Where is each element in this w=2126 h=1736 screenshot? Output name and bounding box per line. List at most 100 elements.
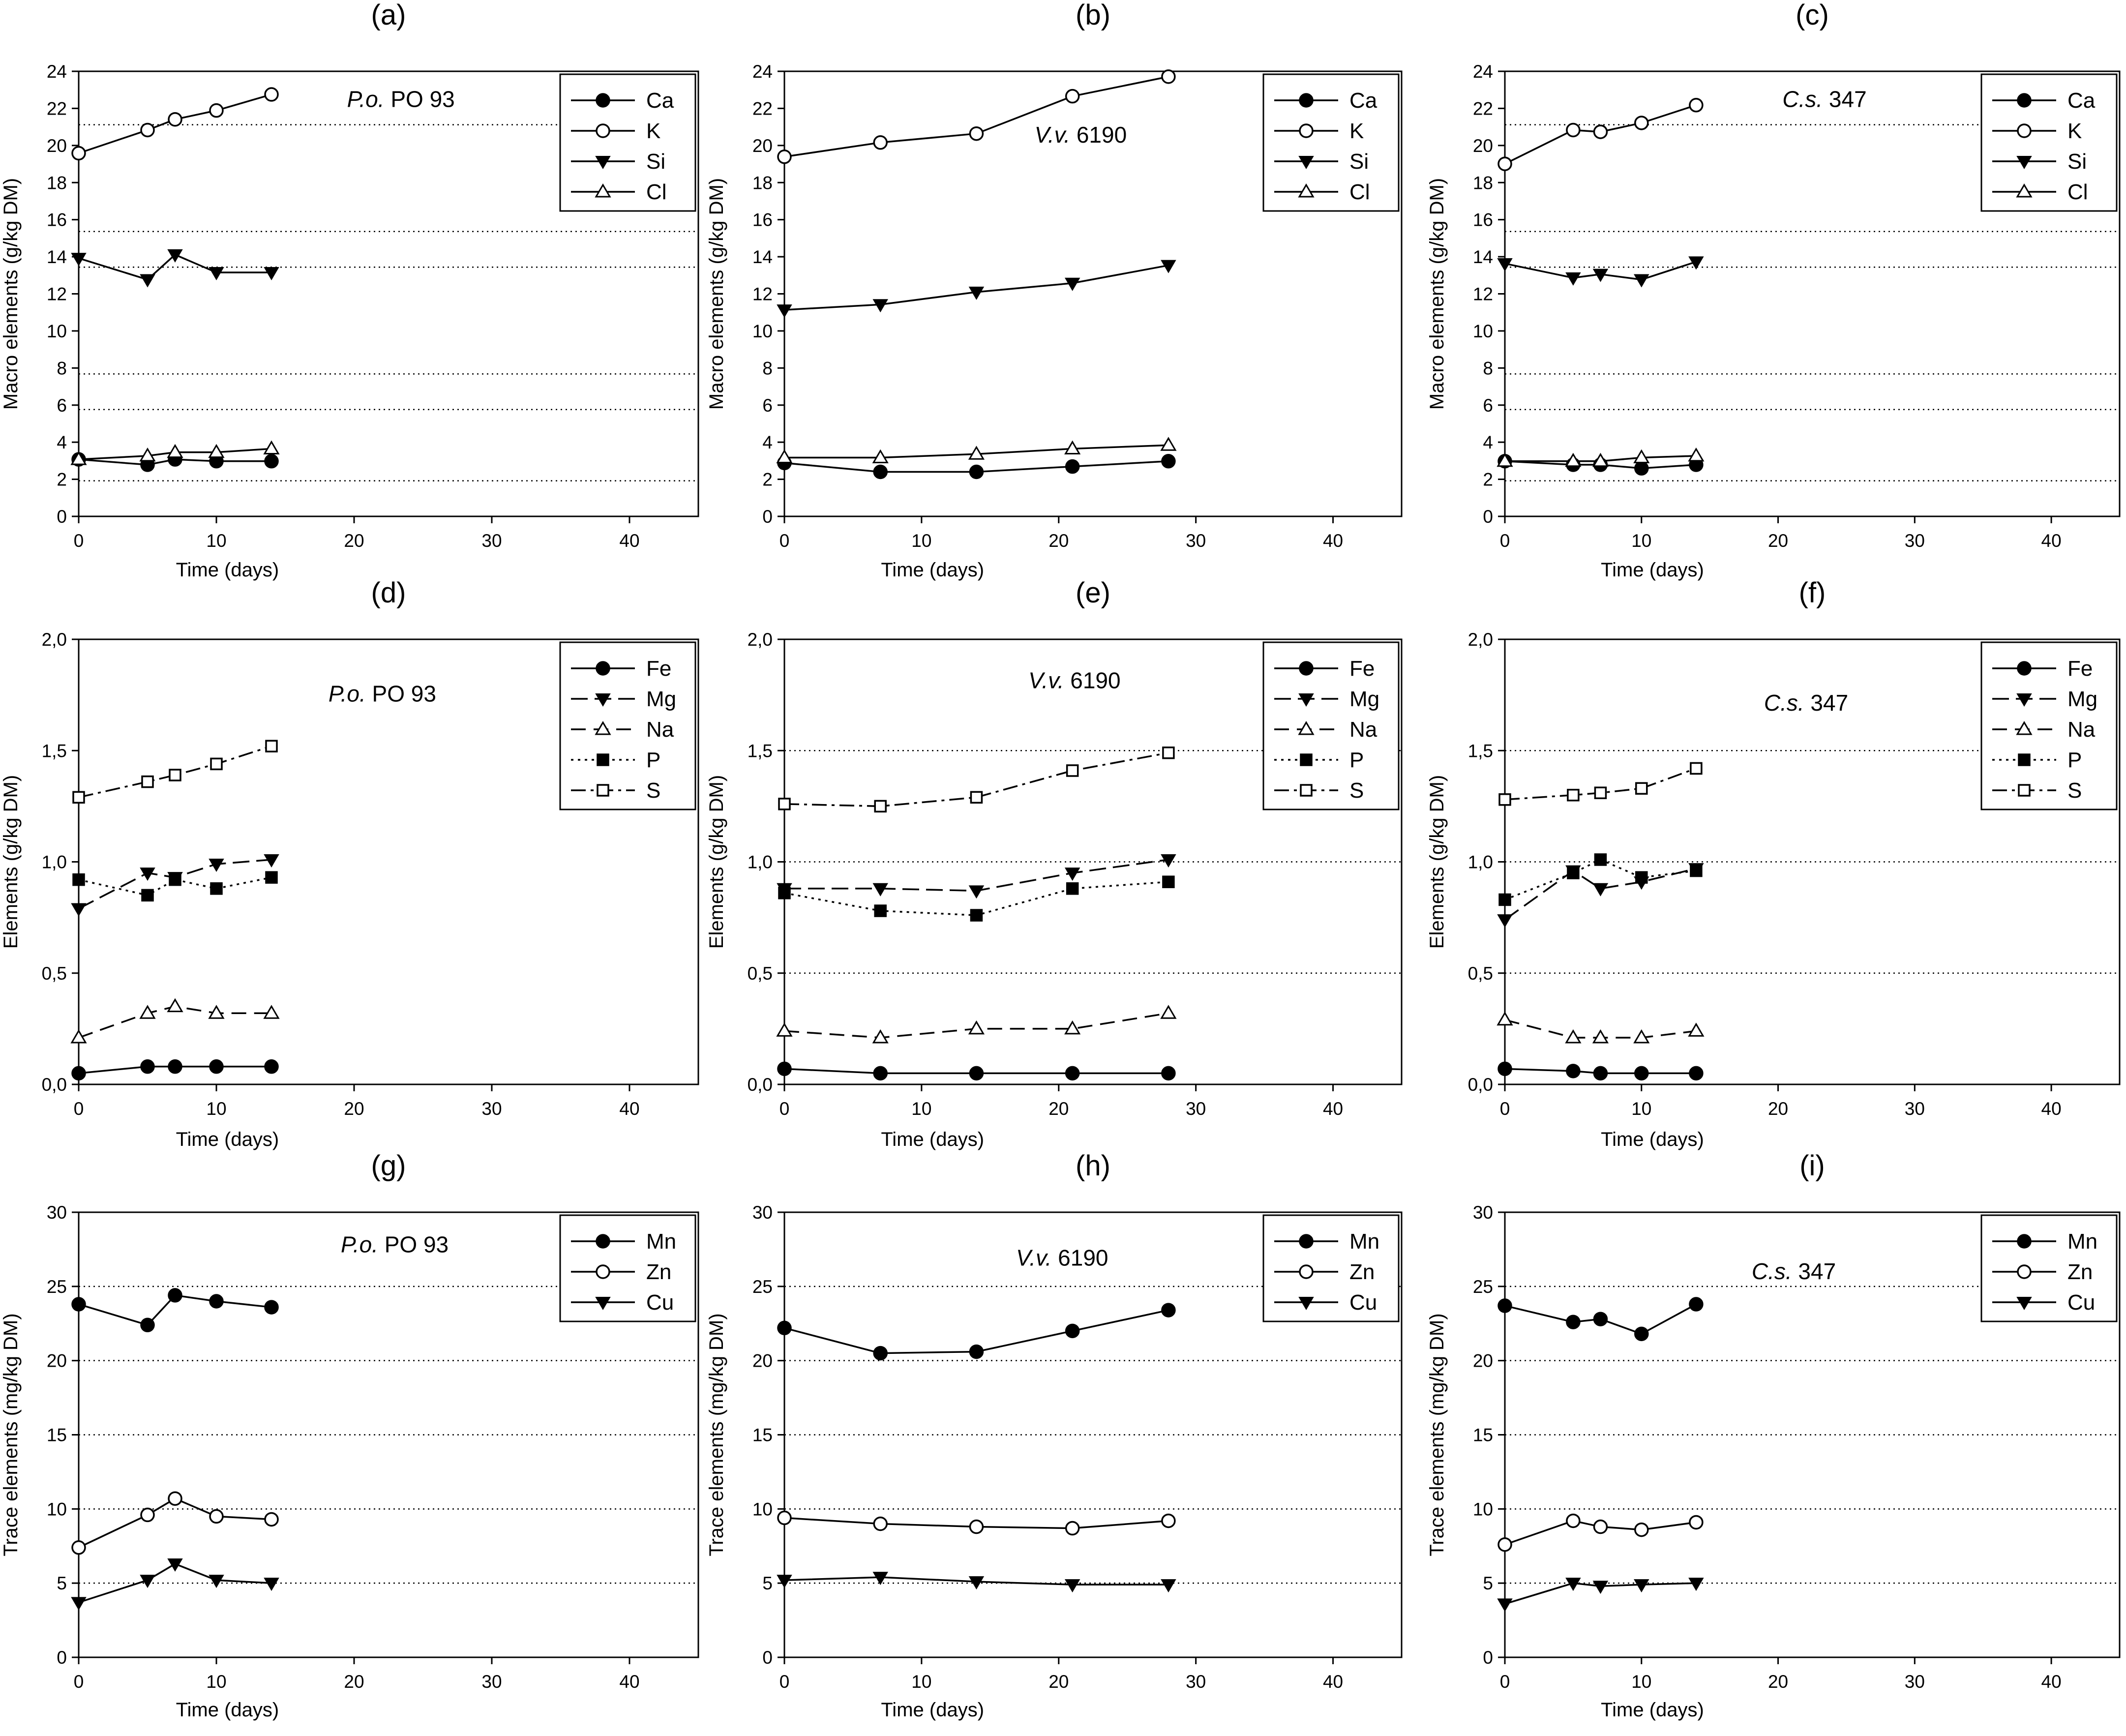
data-point-Cl (70, 451, 87, 465)
y-tick-label: 6 (762, 395, 773, 416)
data-point-Zn (1497, 1537, 1512, 1552)
x-tick-label: 40 (619, 531, 639, 551)
species-label-strain: 347 (1823, 86, 1867, 112)
legend-marker-K (596, 123, 610, 138)
legend-marker-K (1299, 123, 1314, 138)
species-label: V.v. 6190 (1035, 122, 1127, 148)
y-tick-label: 12 (752, 284, 773, 304)
data-point-Si (1497, 258, 1513, 271)
species-label-genus: C.s. (1764, 690, 1804, 716)
y-tick-label: 5 (762, 1573, 773, 1593)
legend-marker-Si (1298, 156, 1314, 169)
panel-title: (b) (1076, 0, 1110, 31)
series-line-Zn (78, 1497, 272, 1549)
data-point-Si (1565, 272, 1581, 286)
data-point-Fe (1497, 1061, 1512, 1077)
x-tick-label: 0 (74, 1672, 84, 1692)
legend-label-Mg: Mg (1349, 687, 1379, 711)
data-point-Cl (1497, 452, 1513, 467)
data-point-K (969, 126, 984, 141)
y-tick-label: 10 (752, 1499, 773, 1519)
data-point-Na (263, 1005, 280, 1019)
data-point-Cu (1064, 1579, 1080, 1593)
legend-marker-Cl (2016, 183, 2033, 198)
x-tick-label: 10 (206, 531, 226, 551)
data-point-P (778, 887, 791, 899)
y-tick-label: 16 (47, 210, 67, 230)
panel-f: (f) 0,0 0,5 1,0 1,5 2,0 0 10 20 30 40 Time (days) El… (1426, 577, 2121, 1150)
data-point-Na (1064, 1020, 1081, 1035)
y-tick-label: 10 (752, 321, 773, 341)
data-point-Cl (1592, 452, 1609, 467)
legend-box (1980, 641, 2118, 810)
legend-marker-Fe (596, 661, 610, 676)
x-axis-label: Time (days) (1601, 1699, 1704, 1721)
x-tick-label: 20 (1768, 531, 1788, 551)
y-tick-label: 14 (752, 247, 773, 267)
species-label-genus: V.v. (1028, 668, 1064, 693)
legend-marker-P (2018, 753, 2031, 766)
data-point-Cl (872, 449, 889, 464)
data-point-S (1162, 747, 1175, 759)
x-tick-label: 10 (1631, 531, 1651, 551)
species-label: V.v. 6190 (1016, 1245, 1108, 1271)
data-point-K (264, 87, 279, 102)
legend-label-Fe: Fe (646, 657, 671, 681)
data-point-Si (777, 304, 792, 318)
y-axis-label: Elements (g/kg DM) (706, 775, 727, 949)
data-point-Zn (873, 1516, 888, 1531)
data-point-Zn (1593, 1519, 1608, 1534)
x-axis-label: Time (days) (176, 1699, 279, 1721)
x-tick-label: 40 (2041, 1672, 2062, 1692)
data-point-P (1567, 867, 1580, 879)
legend-marker-Zn (596, 1264, 610, 1279)
panel-title: (e) (1076, 577, 1110, 609)
x-tick-label: 20 (344, 1672, 364, 1692)
data-point-Ca (264, 454, 279, 469)
x-tick-label: 20 (1048, 531, 1069, 551)
legend-label-Zn: Zn (646, 1260, 671, 1284)
x-axis-label: Time (days) (881, 1699, 984, 1721)
data-point-Mn (71, 1297, 86, 1312)
data-point-P (210, 882, 223, 895)
x-tick-label: 40 (1323, 1672, 1343, 1692)
data-point-Ca (969, 464, 984, 479)
y-tick-label: 20 (1473, 1351, 1493, 1371)
species-label-genus: C.s. (1752, 1258, 1792, 1284)
data-point-K (168, 112, 182, 127)
x-tick-label: 0 (1500, 1672, 1510, 1692)
y-tick-label: 6 (57, 395, 67, 416)
data-point-Fe (168, 1059, 182, 1074)
legend-label-Zn: Zn (1349, 1260, 1375, 1284)
legend-label-Cl: Cl (646, 180, 667, 204)
x-tick-label: 10 (1631, 1672, 1651, 1692)
data-point-Ca (1065, 459, 1080, 474)
y-tick-label: 0,5 (748, 963, 773, 984)
legend-box (1262, 641, 1400, 810)
data-point-Mn (873, 1346, 888, 1361)
species-label-genus: P.o. (329, 681, 366, 707)
panel-title: (c) (1796, 0, 1829, 31)
y-tick-label: 14 (1473, 247, 1493, 267)
data-point-Na (70, 1029, 87, 1044)
legend-marker-Cu (2016, 1297, 2032, 1310)
y-tick-label: 30 (47, 1202, 67, 1223)
y-tick-label: 0 (1483, 1647, 1493, 1668)
y-tick-label: 0 (1483, 507, 1493, 527)
x-tick-label: 10 (911, 1672, 931, 1692)
legend-marker-S (597, 784, 609, 797)
series-line-S (784, 752, 1169, 808)
y-tick-label: 2 (57, 470, 67, 490)
data-point-P (1690, 864, 1703, 877)
legend-label-P: P (2067, 748, 2082, 772)
legend-label-Fe: Fe (2067, 657, 2093, 681)
y-tick-label: 30 (752, 1202, 773, 1223)
y-tick-label: 16 (752, 210, 773, 230)
data-point-Zn (209, 1509, 224, 1524)
data-point-Mg (968, 885, 985, 899)
legend-marker-Mg (595, 693, 611, 707)
panel-e: (e) 0,0 0,5 1,0 1,5 2,0 0 10 20 30 40 Time (days) El… (706, 577, 1403, 1150)
legend-marker-Fe (1299, 661, 1314, 676)
data-point-Mn (168, 1288, 182, 1303)
data-point-Fe (777, 1061, 792, 1077)
